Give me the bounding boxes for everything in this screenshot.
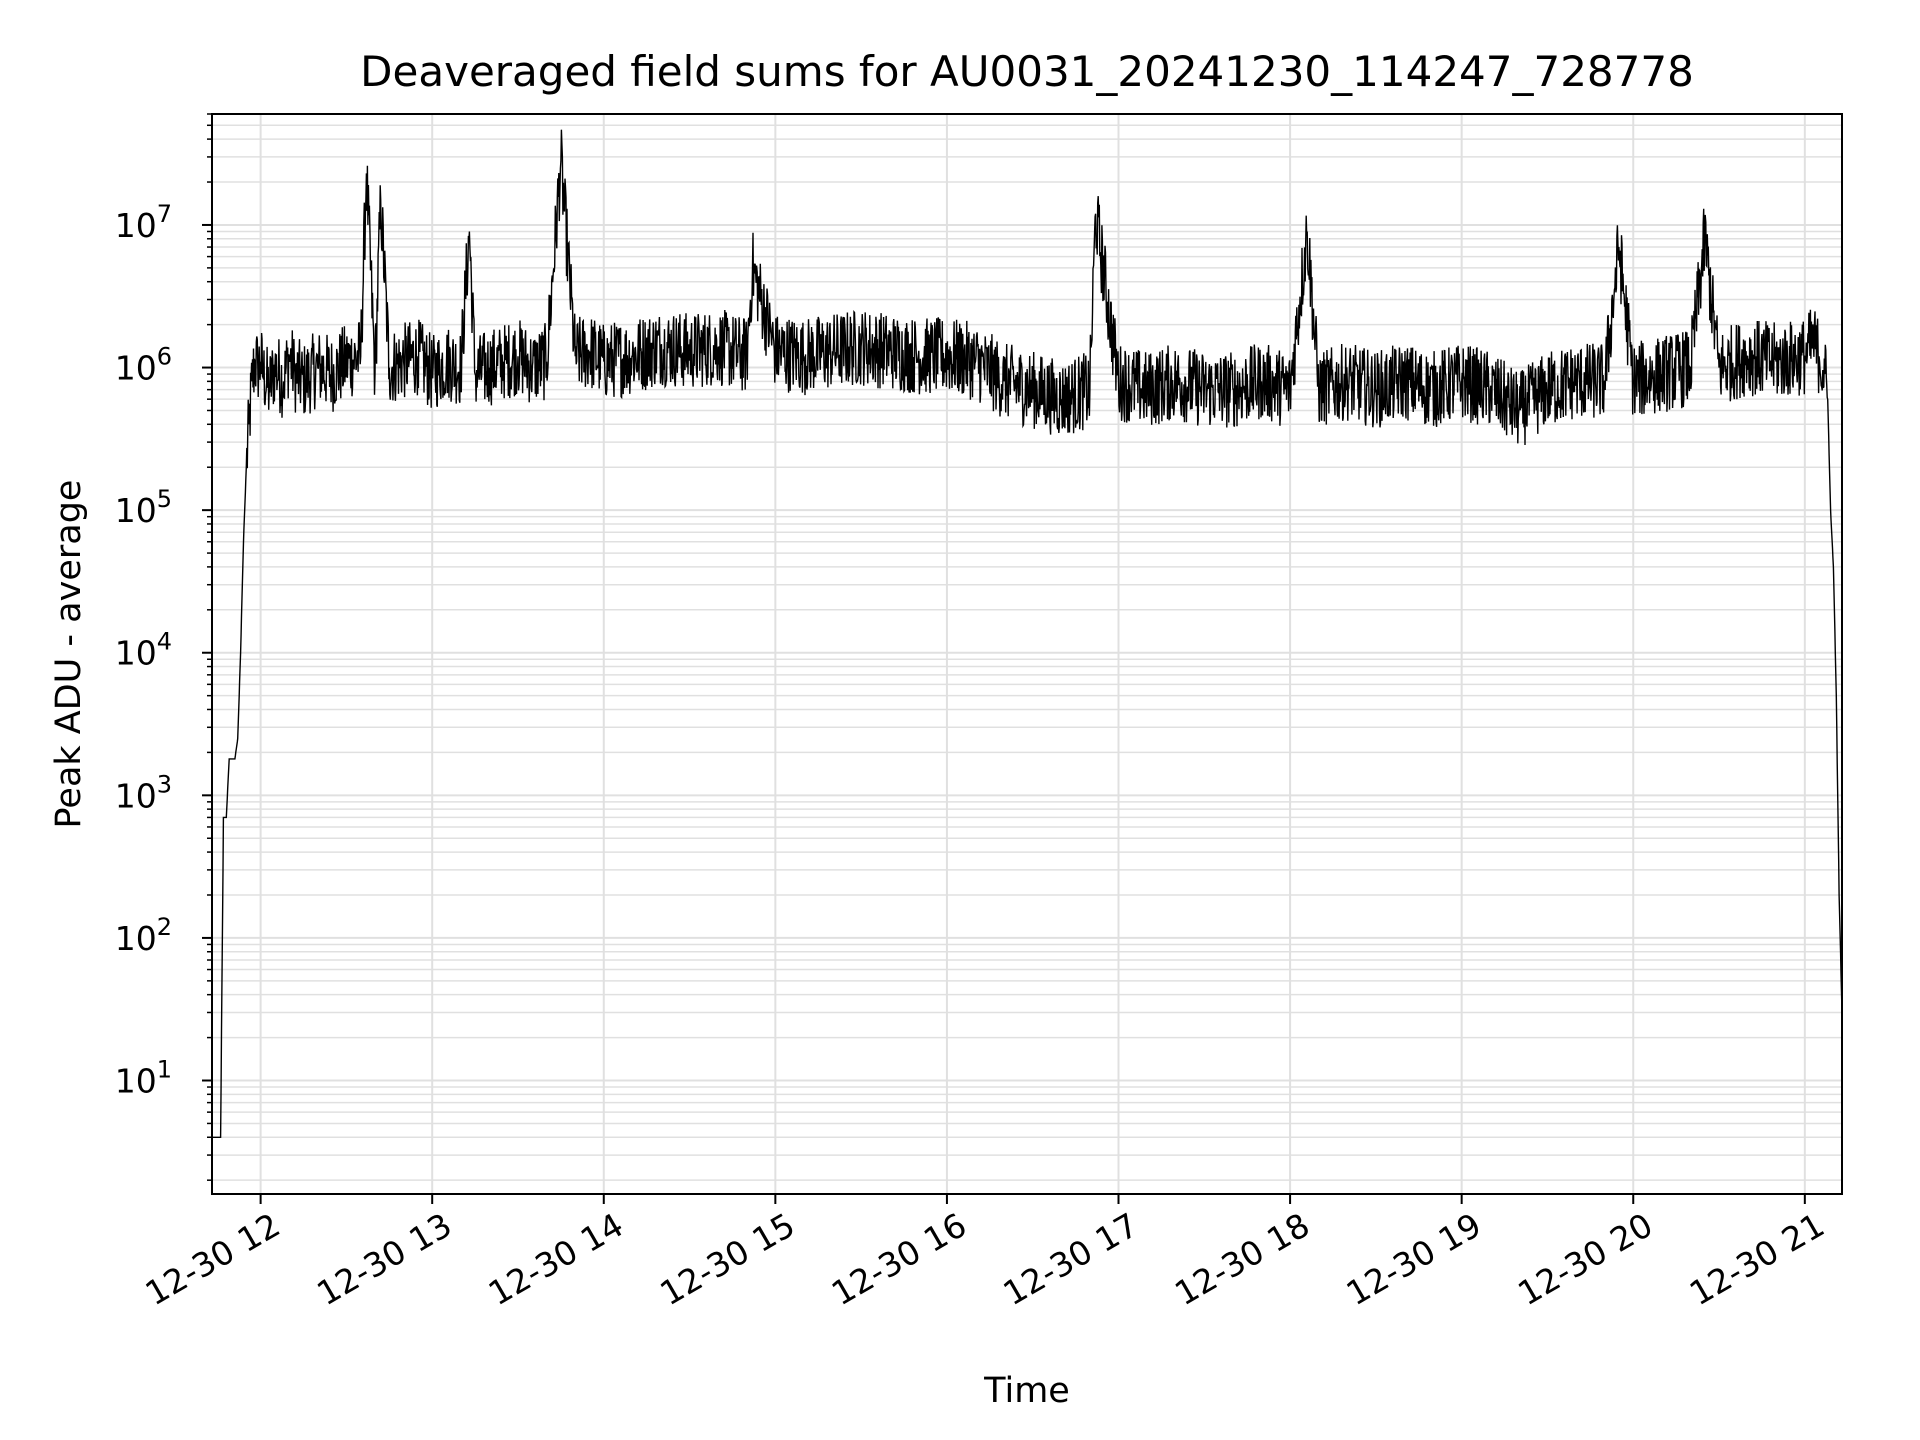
x-tick-label: 12-30 14 bbox=[482, 1205, 630, 1313]
y-tick-label-base: 10 bbox=[115, 1062, 157, 1101]
y-tick-label: 104 bbox=[115, 628, 172, 673]
y-axis-label: Peak ADU - average bbox=[49, 480, 89, 829]
plot-frame bbox=[211, 113, 1843, 1195]
y-tick-label-base: 10 bbox=[115, 206, 157, 245]
series-line bbox=[212, 129, 1842, 1138]
y-tick-label-base: 10 bbox=[115, 349, 157, 388]
x-tick-label: 12-30 16 bbox=[825, 1205, 973, 1313]
y-tick-label: 101 bbox=[115, 1056, 172, 1101]
y-tick-label-exponent: 6 bbox=[157, 343, 172, 371]
x-tick-label: 12-30 19 bbox=[1340, 1205, 1488, 1313]
x-tick-label: 12-30 12 bbox=[139, 1205, 287, 1313]
line-layer bbox=[212, 129, 1842, 1138]
y-tick-label-base: 10 bbox=[115, 491, 157, 530]
y-tick-label-exponent: 7 bbox=[157, 200, 172, 228]
y-tick-label: 105 bbox=[115, 485, 172, 530]
y-tick-label-base: 10 bbox=[115, 776, 157, 815]
y-tick-label: 106 bbox=[115, 343, 172, 388]
y-tick-label-exponent: 4 bbox=[157, 628, 172, 656]
x-tick-label: 12-30 15 bbox=[653, 1205, 801, 1313]
y-tick-label-base: 10 bbox=[115, 634, 157, 673]
y-tick-label-exponent: 1 bbox=[157, 1056, 172, 1084]
y-tick-label: 102 bbox=[115, 913, 172, 958]
x-tick-label: 12-30 17 bbox=[997, 1205, 1145, 1313]
y-tick-label-base: 10 bbox=[115, 919, 157, 958]
y-tick-label: 103 bbox=[115, 770, 172, 815]
x-tick-label: 12-30 21 bbox=[1683, 1205, 1831, 1313]
x-axis-label: Time bbox=[983, 1371, 1070, 1411]
y-tick-label: 107 bbox=[115, 200, 172, 245]
y-tick-label-exponent: 2 bbox=[157, 913, 172, 941]
x-tick-label: 12-30 20 bbox=[1511, 1205, 1659, 1313]
x-tick-label: 12-30 13 bbox=[310, 1205, 458, 1313]
y-tick-label-exponent: 5 bbox=[157, 485, 172, 513]
grid-layer bbox=[212, 113, 1842, 1194]
chart-title: Deaveraged field sums for AU0031_2024123… bbox=[360, 47, 1694, 96]
x-tick-label: 12-30 18 bbox=[1168, 1205, 1316, 1313]
y-tick-label-exponent: 3 bbox=[157, 770, 172, 798]
